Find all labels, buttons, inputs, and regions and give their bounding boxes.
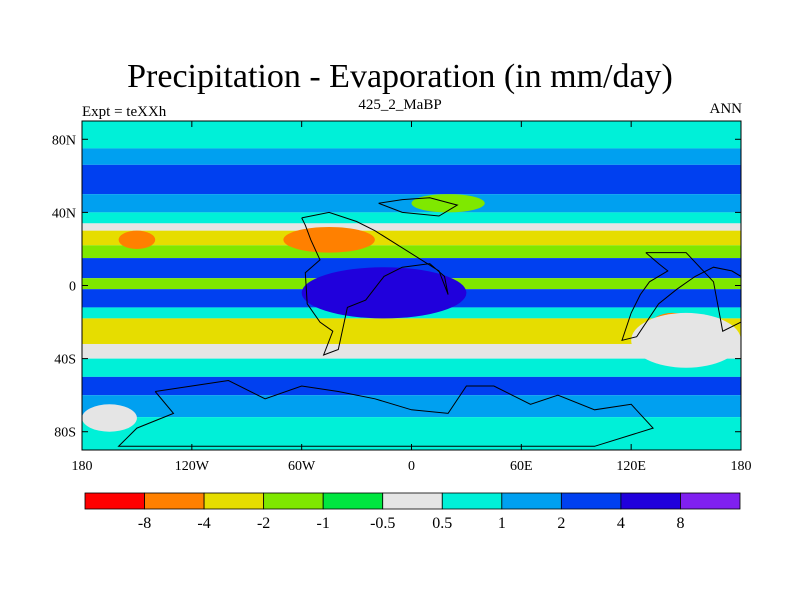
- zonal-band: [82, 376, 741, 396]
- plot-title: Precipitation - Evaporation (in mm/day): [127, 58, 673, 95]
- x-tick-label: 120E: [616, 459, 646, 474]
- experiment-label: Expt = teXXh: [82, 104, 167, 120]
- anomaly-patch: [411, 194, 485, 213]
- colorbar-box: [203, 492, 265, 510]
- y-tick-label: 40N: [52, 206, 76, 221]
- zonal-band: [82, 230, 741, 246]
- zonal-band: [82, 245, 741, 259]
- anomaly-patch: [301, 267, 467, 319]
- zonal-band: [82, 395, 741, 418]
- colorbar-label: 0.5: [432, 515, 452, 532]
- x-tick-label: 180: [731, 459, 752, 474]
- x-tick-label: 120W: [175, 459, 210, 474]
- colorbar-box: [382, 492, 443, 510]
- colorbar-box: [322, 492, 384, 510]
- continent-outline: [301, 211, 449, 356]
- x-tick-label: 180: [72, 459, 93, 474]
- colorbar-label: 2: [557, 515, 565, 532]
- colorbar-box: [263, 492, 324, 510]
- colorbar: -8 -4 -2 -1 -0.5 0.5 1 2 4 8: [84, 492, 741, 532]
- colorbar-box: [84, 492, 145, 510]
- zonal-band: [82, 194, 741, 213]
- anomaly-patch: [118, 230, 156, 249]
- continent-outline: [621, 252, 742, 342]
- y-tick-label: 40S: [54, 353, 76, 368]
- map-axes: 180 120W 60W 0 60E 120E 180 80N 40N 0 40S 80S: [52, 121, 752, 474]
- zonal-band: [82, 258, 741, 279]
- plot-subtitle: 425_2_MaBP: [358, 97, 442, 113]
- x-tick-label: 0: [408, 459, 415, 474]
- colorbar-label: -1: [317, 515, 330, 532]
- colorbar-label: 1: [498, 515, 506, 532]
- season-label: ANN: [709, 101, 743, 117]
- colorbar-box: [501, 492, 562, 510]
- colorbar-label: 8: [676, 515, 684, 532]
- colorbar-box: [441, 492, 503, 510]
- zonal-band: [82, 148, 741, 165]
- anomaly-patch: [631, 312, 741, 368]
- colorbar-label: -2: [257, 515, 270, 532]
- anomaly-patch: [82, 404, 137, 432]
- zonal-band: [82, 358, 741, 377]
- land-outlines: [117, 197, 742, 447]
- map-fill: [82, 121, 741, 450]
- x-tick-label: 60W: [288, 459, 316, 474]
- colorbar-label: -4: [197, 515, 210, 532]
- y-tick-label: 80S: [54, 426, 76, 441]
- colorbar-box: [620, 492, 681, 510]
- y-tick-label: 80N: [52, 133, 76, 148]
- continent-outline: [117, 379, 655, 447]
- colorbar-label: -8: [138, 515, 151, 532]
- anomaly-patch: [283, 227, 375, 253]
- zonal-band: [82, 212, 741, 224]
- zonal-band: [82, 318, 741, 344]
- continent-outline: [378, 197, 459, 217]
- zonal-band: [82, 343, 741, 359]
- x-tick-label: 60E: [510, 459, 533, 474]
- colorbar-box: [560, 492, 622, 510]
- colorbar-box: [144, 492, 205, 510]
- y-tick-label: 0: [69, 280, 76, 295]
- colorbar-label: 4: [617, 515, 625, 532]
- zonal-band: [82, 223, 741, 231]
- zonal-band: [82, 164, 741, 195]
- colorbar-label: -0.5: [370, 515, 395, 532]
- colorbar-box: [680, 492, 741, 510]
